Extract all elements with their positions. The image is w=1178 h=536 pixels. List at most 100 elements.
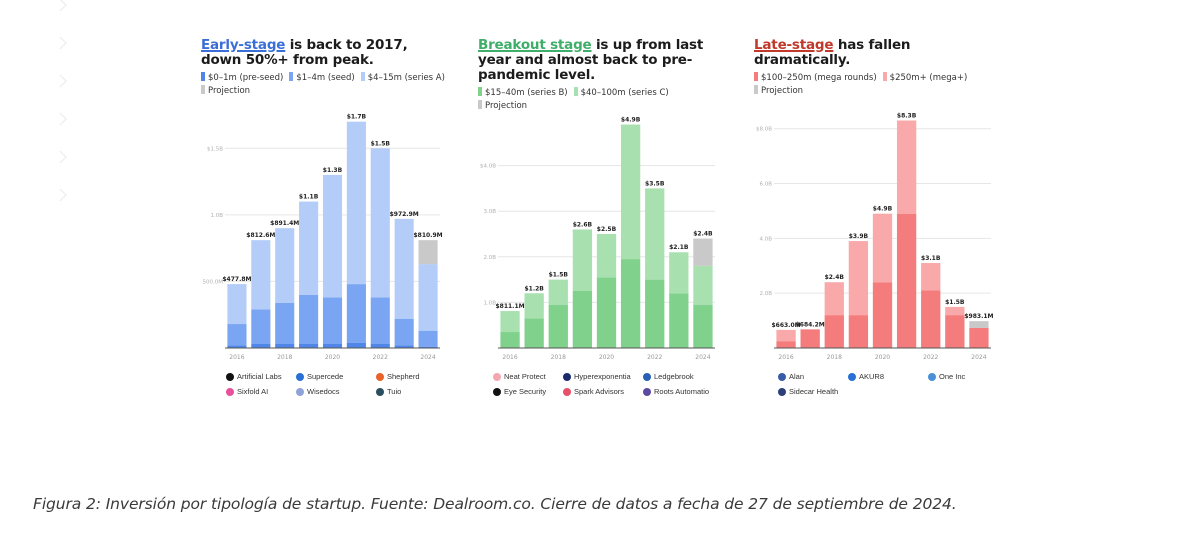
bar-segment xyxy=(969,327,989,348)
legend-item: Projection xyxy=(754,85,803,98)
y-tick-label: $4.0B xyxy=(480,164,496,170)
company-logo-icon xyxy=(493,387,501,396)
x-tick-label: 2020 xyxy=(325,354,340,361)
bar-segment xyxy=(693,304,713,348)
bar-segment xyxy=(322,297,343,345)
chart-breakout-stage: 1.0B 2.0B 3.0B $4.0B $811.1M 2016 $1.2B $1.5B 20… xyxy=(480,117,715,361)
title-highlight: Breakout stage xyxy=(478,37,592,53)
company-logo-icon xyxy=(848,372,856,381)
x-tick-label: 2022 xyxy=(923,354,938,361)
bar-segment xyxy=(896,213,917,348)
y-tick-label: $8.0B xyxy=(756,127,772,133)
legend-label: Projection xyxy=(208,86,251,96)
company-item: Ledgebrook xyxy=(643,372,723,381)
company-logo-icon xyxy=(226,387,234,396)
legend-swatch xyxy=(289,72,294,81)
bar-segment xyxy=(548,279,568,305)
company-item: Shepherd xyxy=(376,372,456,381)
bar-segment xyxy=(848,241,869,316)
chart-title: Early-stage is back to 2017, down 50%+ f… xyxy=(201,38,451,68)
x-tick-label: 2016 xyxy=(229,354,244,361)
legend-label: Projection xyxy=(761,86,804,96)
data-label: $477.8M xyxy=(222,276,251,283)
bar-segment xyxy=(620,259,641,348)
bar-segment xyxy=(251,309,271,345)
company-logo-icon xyxy=(296,372,304,381)
bar-segment xyxy=(346,342,366,348)
legend-item: $4–15m (series A) xyxy=(360,72,445,85)
data-label: $1.1B xyxy=(299,194,319,201)
bar-segment xyxy=(548,304,568,348)
company-name: Alan xyxy=(789,372,805,381)
x-tick-label: 2018 xyxy=(551,354,566,361)
company-name: Ledgebrook xyxy=(654,372,694,381)
legend-swatch xyxy=(201,85,205,94)
data-label: $810.9M xyxy=(413,232,442,239)
company-name: One Inc xyxy=(939,372,966,381)
legend-swatch xyxy=(360,72,365,81)
bar-segment xyxy=(596,277,617,348)
company-name: Roots Automatio xyxy=(654,387,710,396)
legend-item: Projection xyxy=(478,100,527,113)
company-name: AKUR8 xyxy=(859,372,885,381)
data-label: $1.7B xyxy=(347,114,367,121)
chart-title: Breakout stage is up from last year and … xyxy=(478,38,728,83)
company-item: Alan xyxy=(778,372,848,381)
y-tick-label: 2.0B xyxy=(759,291,772,297)
legend-label: $0–1m (pre-seed) xyxy=(208,73,284,83)
bar-segment xyxy=(275,302,295,345)
legend-item: $15–40m (series B) xyxy=(478,87,568,100)
bar-segment xyxy=(572,291,593,348)
company-name: Shepherd xyxy=(387,372,420,381)
bar-segment xyxy=(524,293,544,319)
data-label: $3.1B xyxy=(921,255,941,262)
legend-label: $1–4m (seed) xyxy=(296,73,355,83)
company-item: Sixfold AI xyxy=(226,387,296,396)
legend-swatch xyxy=(478,87,482,96)
company-item: AKUR8 xyxy=(848,372,928,381)
chevron-right-icon xyxy=(58,150,68,164)
bar-segment xyxy=(227,345,247,348)
y-tick-label: $1.5B xyxy=(207,146,223,152)
company-name: Neat Protect xyxy=(504,372,546,381)
company-item: Supercede xyxy=(296,372,376,381)
company-item: Eye Security xyxy=(493,387,563,396)
data-label: $4.9B xyxy=(873,206,893,213)
bar-segment xyxy=(645,279,665,348)
bar-segment xyxy=(251,240,271,310)
chart-title: Late-stage has fallen dramatically. xyxy=(754,38,1004,68)
company-item: Hyperexponentia xyxy=(563,372,643,381)
y-tick-label: 2.0B xyxy=(483,255,496,261)
title-rest: is up from last year and almost back to … xyxy=(478,37,704,83)
bar-segment xyxy=(669,293,689,348)
company-item: Sidecar Health xyxy=(778,387,848,396)
bar-segment xyxy=(299,201,319,295)
data-label: $8.3B xyxy=(897,112,917,119)
bar-segment xyxy=(872,213,893,283)
company-logo-icon xyxy=(928,372,936,381)
legend-item: $40–100m (series C) xyxy=(573,87,669,100)
legend-swatch xyxy=(478,100,482,109)
legend: $100–250m (mega rounds) $250m+ (mega+) Pro… xyxy=(754,72,1004,98)
bar-segment xyxy=(896,120,917,214)
bar-segment xyxy=(872,282,893,348)
company-list: Artificial Labs Supercede Shepherd Sixfold … xyxy=(226,372,456,396)
bar-segment xyxy=(572,229,593,291)
legend-label: $15–40m (series B) xyxy=(485,88,568,98)
bar-segment xyxy=(921,290,941,348)
data-label: $2.1B xyxy=(669,244,689,251)
company-name: Sidecar Health xyxy=(789,387,839,396)
chart-early-stage: 500.0M 1.0B $1.5B $477.8M 2016 $812.6M $891.4M… xyxy=(203,114,443,361)
bar-segment xyxy=(500,332,520,348)
company-logo-icon xyxy=(643,387,651,396)
legend-swatch xyxy=(754,85,758,94)
bar-segment xyxy=(418,346,438,348)
bar-segment xyxy=(500,311,520,333)
bar-segment xyxy=(921,263,941,291)
data-label: $1.5B xyxy=(945,299,965,306)
legend-label: $250m+ (mega+) xyxy=(889,73,968,83)
legend-label: $4–15m (series A) xyxy=(367,73,445,83)
panel-late-stage: Late-stage has fallen dramatically. $100… xyxy=(754,38,1004,98)
chevron-right-icon xyxy=(58,0,68,12)
legend-swatch xyxy=(754,72,758,81)
